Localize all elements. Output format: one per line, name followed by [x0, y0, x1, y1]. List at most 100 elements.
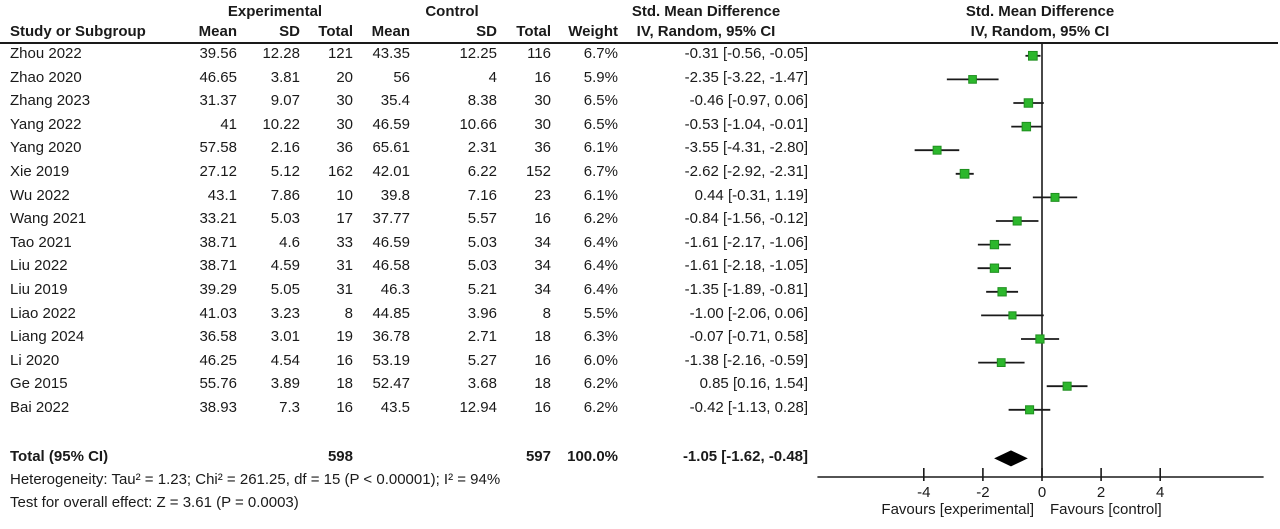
cell-ctl_mean: 53.19	[372, 351, 410, 369]
cell-exp_total: 10	[336, 186, 353, 204]
plot-header: Std. Mean Difference IV, Random, 95% CI	[920, 2, 1160, 42]
cell-study: Bai 2022	[10, 398, 70, 416]
cell-exp_total: 16	[336, 398, 353, 416]
effect-square	[1012, 216, 1022, 226]
cell-study: Wang 2021	[10, 210, 87, 228]
cell-weight: 6.7%	[583, 162, 618, 180]
cell-exp_mean: 43.1	[207, 186, 237, 204]
cell-ctl_total: 18	[534, 375, 551, 393]
cell-ctl_total: 36	[534, 139, 551, 157]
cell-weight: 6.2%	[583, 210, 618, 228]
cell-ci: 0.44 [-0.31, 1.19]	[694, 186, 808, 204]
cell-exp_sd: 9.07	[270, 92, 300, 110]
cell-weight: 6.4%	[583, 280, 618, 298]
cell-ctl_sd: 5.03	[467, 257, 497, 275]
cell-ctl_total: 23	[534, 186, 551, 204]
cell-study: Li 2020	[10, 351, 60, 369]
x-tick-label: -4	[917, 484, 930, 501]
cell-ctl_mean: 42.01	[372, 162, 410, 180]
effect-square	[1035, 334, 1045, 344]
cell-ctl_mean: 46.58	[372, 257, 410, 275]
effect-square	[989, 239, 1000, 250]
total-ci: -1.05 [-1.62, -0.48]	[682, 447, 808, 465]
cell-ci: 0.85 [0.16, 1.54]	[699, 375, 808, 393]
effect-square	[989, 263, 1000, 273]
cell-weight: 6.1%	[583, 186, 618, 204]
cell-ci: -1.38 [-2.16, -0.59]	[684, 351, 808, 369]
cell-exp_mean: 46.25	[199, 351, 237, 369]
col-header-ctl-total: Total	[516, 23, 551, 40]
cell-ctl_sd: 5.21	[467, 280, 497, 298]
cell-ctl_sd: 5.27	[467, 351, 497, 369]
cell-exp_mean: 46.65	[199, 68, 237, 86]
cell-exp_mean: 39.56	[199, 45, 237, 62]
header-rule	[0, 42, 1278, 44]
cell-ci: -1.61 [-2.17, -1.06]	[684, 233, 808, 251]
col-header-ctl-mean: Mean	[371, 23, 410, 40]
cell-study: Liu 2022	[10, 257, 68, 275]
cell-ctl_mean: 36.78	[372, 328, 410, 346]
cell-ci: -1.00 [-2.06, 0.06]	[689, 304, 808, 322]
cell-ctl_mean: 56	[393, 68, 410, 86]
effect-square	[1023, 98, 1034, 108]
total-exp-n: 598	[327, 447, 353, 465]
cell-ci: -0.53 [-1.04, -0.01]	[684, 115, 808, 133]
cell-study: Zhao 2020	[10, 68, 82, 86]
cell-study: Zhou 2022	[10, 45, 82, 62]
cell-exp_total: 18	[336, 375, 353, 393]
cell-ci: -1.35 [-1.89, -0.81]	[684, 280, 808, 298]
cell-exp_sd: 3.81	[270, 68, 300, 86]
cell-exp_sd: 7.3	[279, 398, 300, 416]
col-header-study: Study or Subgroup	[10, 23, 146, 40]
col-header-exp-total: Total	[318, 23, 353, 40]
cell-ctl_total: 30	[534, 115, 551, 133]
cell-ctl_sd: 12.94	[459, 398, 497, 416]
cell-ctl_mean: 44.85	[372, 304, 410, 322]
cell-ci: -1.61 [-2.18, -1.05]	[684, 257, 808, 275]
cell-ctl_mean: 46.3	[380, 280, 410, 298]
cell-ctl_total: 18	[534, 328, 551, 346]
cell-exp_mean: 36.58	[199, 328, 237, 346]
cell-ctl_total: 34	[534, 257, 551, 275]
cell-ctl_total: 16	[534, 398, 551, 416]
cell-exp_total: 17	[336, 210, 353, 228]
cell-ctl_mean: 43.35	[372, 45, 410, 62]
cell-exp_mean: 31.37	[199, 92, 237, 110]
cell-ctl_sd: 3.68	[467, 375, 497, 393]
effect-square	[1050, 192, 1060, 202]
cell-ctl_mean: 46.59	[372, 233, 410, 251]
effect-square	[1027, 50, 1038, 61]
col-header-exp-sd: SD	[279, 23, 300, 40]
cell-ctl_total: 34	[534, 280, 551, 298]
cell-ctl_total: 16	[534, 210, 551, 228]
cell-ctl_sd: 6.22	[467, 162, 497, 180]
cell-ctl_mean: 46.59	[372, 115, 410, 133]
cell-ctl_sd: 7.16	[467, 186, 497, 204]
cell-weight: 6.3%	[583, 328, 618, 346]
plot-header-method: IV, Random, 95% CI	[970, 23, 1110, 40]
cell-ctl_mean: 52.47	[372, 375, 410, 393]
overall-effect-text: Test for overall effect: Z = 3.61 (P = 0…	[10, 494, 299, 512]
cell-ctl_sd: 2.71	[467, 328, 497, 346]
cell-weight: 6.4%	[583, 233, 618, 251]
cell-exp_total: 162	[327, 162, 353, 180]
x-tick-label: 0	[1038, 484, 1046, 501]
effect-square	[1021, 121, 1032, 132]
cell-exp_sd: 4.59	[270, 257, 300, 275]
cell-weight: 5.9%	[583, 68, 618, 86]
cell-exp_mean: 41	[220, 115, 237, 133]
total-weight: 100.0%	[567, 447, 618, 465]
favours-experimental-label: Favours [experimental]	[881, 501, 1034, 518]
cell-study: Yang 2020	[10, 139, 82, 157]
cell-weight: 5.5%	[583, 304, 618, 322]
total-ctl-n: 597	[525, 447, 551, 465]
cell-ctl_total: 8	[542, 304, 551, 322]
plot-header-smd: Std. Mean Difference	[965, 3, 1115, 20]
group-header-control: Control	[425, 3, 479, 20]
cell-exp_mean: 27.12	[199, 162, 237, 180]
group-header-smd-left: Std. Mean Difference	[631, 3, 781, 20]
cell-exp_sd: 10.22	[262, 115, 300, 133]
cell-ctl_total: 16	[534, 351, 551, 369]
